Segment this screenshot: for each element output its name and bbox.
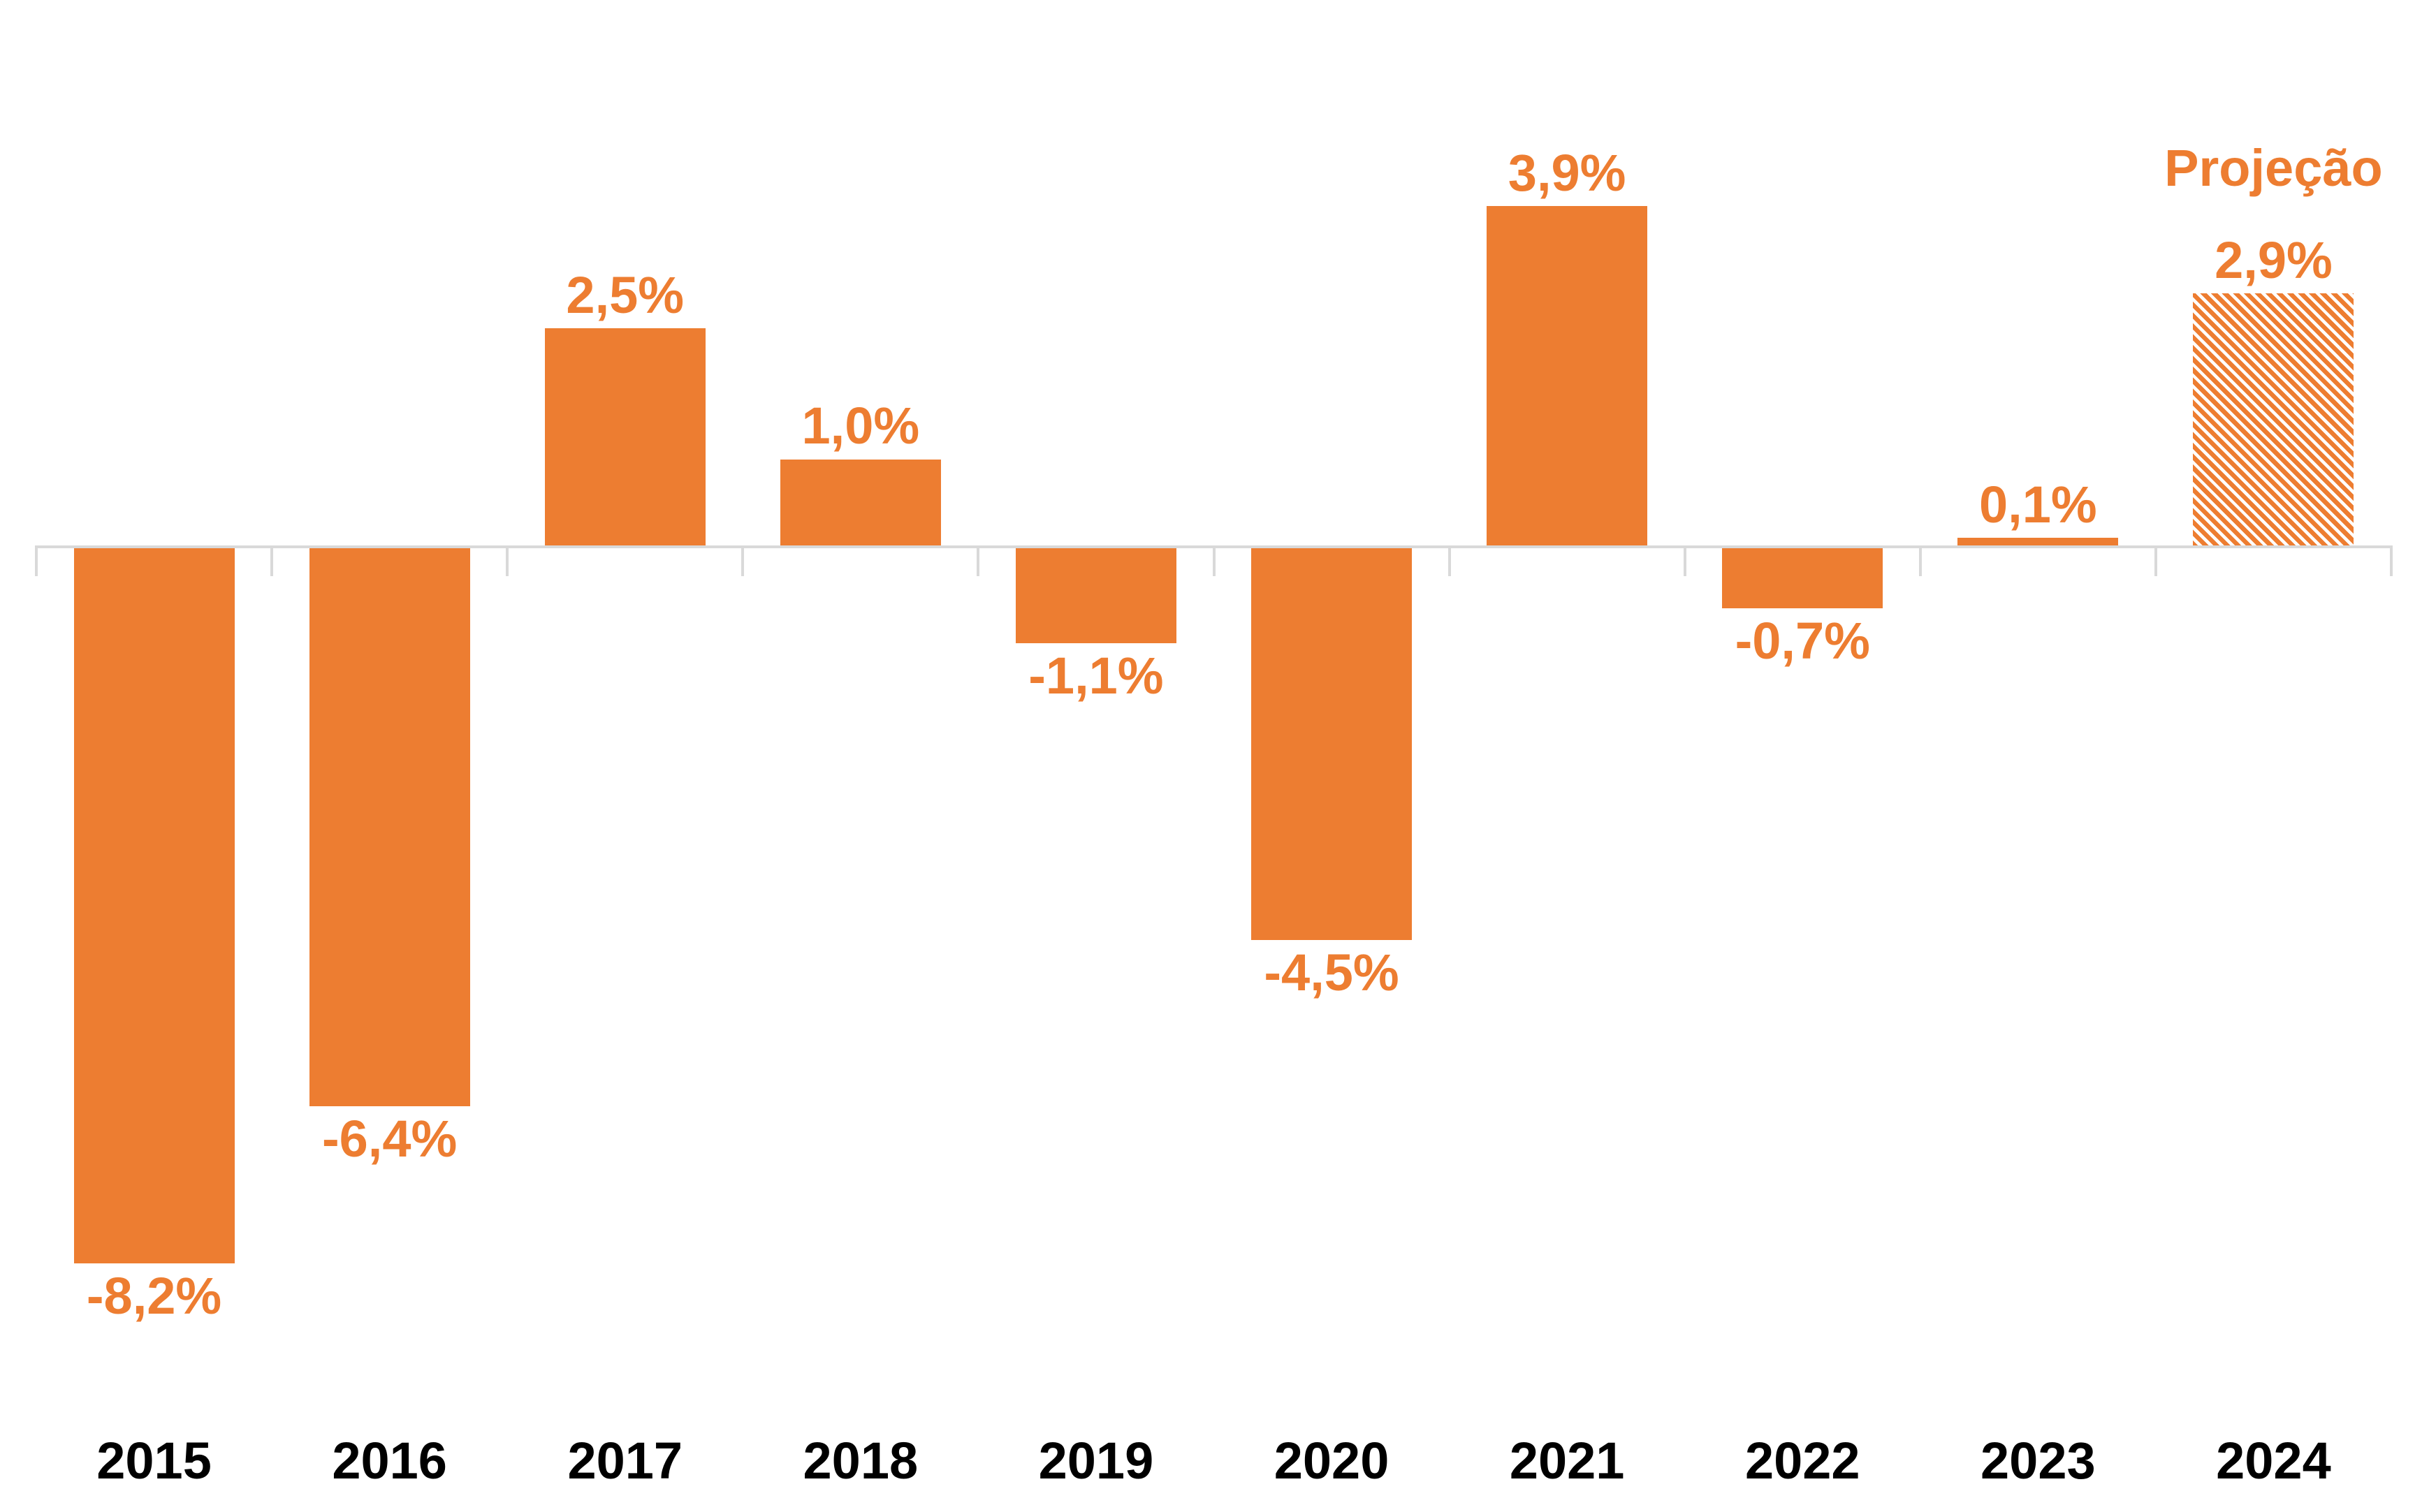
- axis-tick-2: [506, 545, 509, 576]
- value-label-2017: 2,5%: [566, 265, 685, 324]
- bar-2018: [780, 459, 941, 547]
- value-label-2015: -8,2%: [86, 1267, 222, 1326]
- bar-2019: [1015, 547, 1176, 643]
- category-label-2022: 2022: [1744, 1432, 1860, 1490]
- bar-2016: [309, 547, 470, 1106]
- bar-2024: [2193, 293, 2354, 547]
- value-label-2019: -1,1%: [1028, 647, 1164, 705]
- value-label-2023: 0,1%: [1979, 475, 2097, 534]
- value-label-2022: -0,7%: [1735, 612, 1870, 670]
- bar-2021: [1487, 206, 1648, 547]
- value-label-2020: -4,5%: [1264, 944, 1399, 1002]
- axis-tick-9: [2154, 545, 2157, 576]
- category-label-2017: 2017: [567, 1432, 683, 1490]
- value-label-2016: -6,4%: [321, 1110, 458, 1168]
- category-label-2024: 2024: [2216, 1432, 2331, 1490]
- axis-tick-8: [1918, 545, 1922, 576]
- bar-2015: [73, 547, 235, 1263]
- axis-tick-0: [35, 545, 38, 576]
- category-label-2020: 2020: [1274, 1432, 1389, 1490]
- bar-2023: [1957, 538, 2119, 547]
- bar-2022: [1722, 547, 1883, 608]
- category-label-2018: 2018: [803, 1432, 919, 1490]
- axis-tick-6: [1447, 545, 1451, 576]
- value-label-2024: 2,9%: [2215, 230, 2333, 289]
- projection-label: Projeção: [2164, 138, 2383, 197]
- axis-tick-3: [741, 545, 745, 576]
- category-label-2021: 2021: [1509, 1432, 1625, 1490]
- bar-2020: [1251, 547, 1413, 940]
- bar-2017: [544, 328, 706, 547]
- axis-tick-10: [2390, 545, 2393, 576]
- axis-tick-7: [1683, 545, 1686, 576]
- axis-tick-5: [1212, 545, 1216, 576]
- category-label-2016: 2016: [332, 1432, 447, 1490]
- category-label-2015: 2015: [96, 1432, 212, 1490]
- category-label-2023: 2023: [1981, 1432, 2096, 1490]
- value-label-2021: 3,9%: [1508, 143, 1626, 202]
- value-label-2018: 1,0%: [801, 397, 920, 455]
- axis-tick-1: [270, 545, 274, 576]
- category-label-2019: 2019: [1038, 1432, 1154, 1490]
- axis-tick-4: [977, 545, 980, 576]
